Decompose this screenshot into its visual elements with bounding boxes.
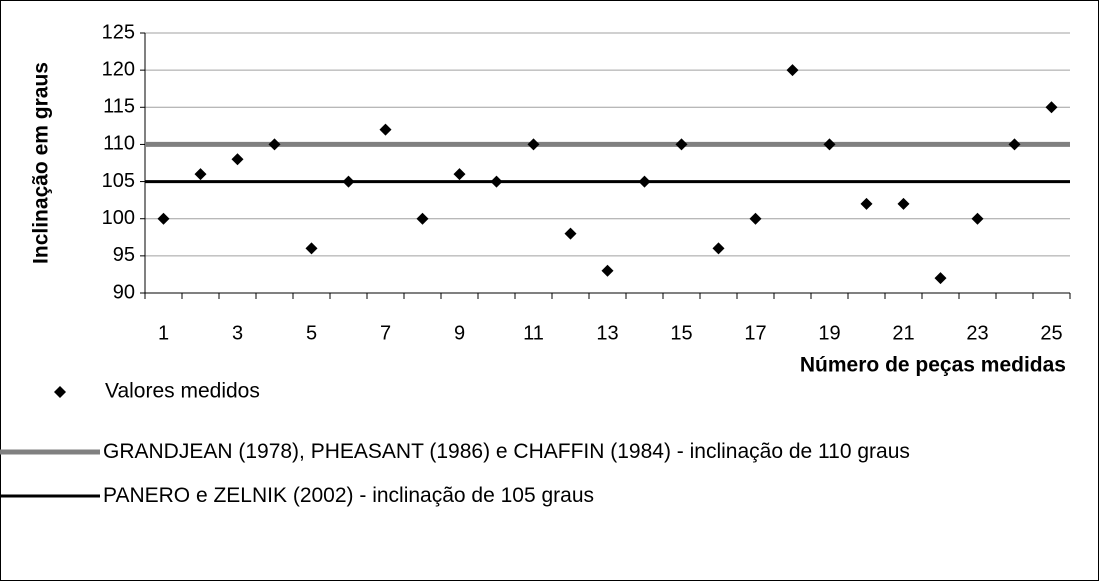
data-point [416, 212, 429, 225]
x-tick-label: 9 [454, 322, 465, 344]
data-point [1008, 138, 1021, 151]
data-point [379, 123, 392, 136]
legend-label: GRANDJEAN (1978), PHEASANT (1986) e CHAF… [103, 440, 910, 463]
legend-marker [54, 386, 66, 398]
y-tick-label: 120 [102, 58, 135, 80]
data-point [601, 264, 614, 277]
x-tick-label: 5 [306, 322, 317, 344]
data-point [564, 227, 577, 240]
data-point [860, 197, 873, 210]
x-tick-label: 13 [596, 322, 618, 344]
y-tick-label: 115 [103, 96, 135, 118]
y-tick-label: 95 [113, 244, 135, 266]
data-point [453, 168, 466, 181]
legend-label: Valores medidos [105, 380, 260, 403]
x-tick-label: 25 [1040, 322, 1062, 344]
x-tick-label: 21 [892, 322, 914, 344]
legend-label-box: GRANDJEAN (1978), PHEASANT (1986) e CHAF… [103, 440, 910, 463]
y-tick-label: 105 [102, 170, 135, 192]
data-point [897, 197, 910, 210]
x-tick-label: 19 [818, 322, 840, 344]
data-point [638, 175, 651, 188]
x-axis-label: Número de peças medidas [800, 354, 1066, 377]
data-point [1045, 101, 1058, 114]
data-point [342, 175, 355, 188]
y-tick-label: 100 [102, 207, 135, 229]
y-tick-label: 125 [102, 21, 135, 43]
y-tick-label: 110 [103, 133, 135, 155]
x-tick-label: 3 [232, 322, 243, 344]
data-point [268, 138, 281, 151]
data-point [231, 153, 244, 166]
x-tick-label: 23 [966, 322, 988, 344]
legend-label-box: PANERO e ZELNIK (2002) - inclinação de 1… [103, 484, 595, 507]
data-point [675, 138, 688, 151]
x-tick-label: 1 [158, 322, 169, 344]
y-tick-label: 90 [113, 281, 135, 303]
data-point [194, 168, 207, 181]
data-point [786, 64, 799, 77]
y-axis-label: Inclinação em graus [30, 62, 53, 264]
x-tick-label: 11 [523, 322, 544, 344]
data-point [712, 242, 725, 255]
x-tick-label: 7 [380, 322, 391, 344]
data-point [934, 272, 947, 285]
data-point [490, 175, 503, 188]
x-tick-label: 15 [670, 322, 692, 344]
data-point [157, 212, 170, 225]
legend-label: PANERO e ZELNIK (2002) - inclinação de 1… [103, 484, 595, 507]
data-point [305, 242, 318, 255]
data-point [971, 212, 984, 225]
x-tick-label: 17 [744, 322, 766, 344]
data-point [749, 212, 762, 225]
data-point [823, 138, 836, 151]
data-point [527, 138, 540, 151]
